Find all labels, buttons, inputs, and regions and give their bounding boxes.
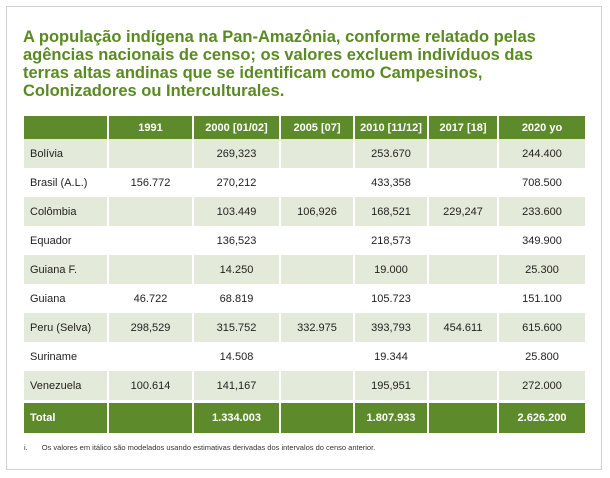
- value-cell: [107, 139, 193, 168]
- value-cell: 14.250: [192, 255, 280, 284]
- value-cell: 151.100: [497, 284, 585, 313]
- value-cell: 433,358: [353, 168, 428, 197]
- header-cell: 2017 [18]: [427, 116, 498, 139]
- table-row: Peru (Selva) 298,529 315.752 332.975 393,793…: [24, 313, 585, 342]
- table-row: Guiana 46.722 68.819 105.723 151.100: [24, 284, 585, 313]
- header-cell: 2005 [07]: [279, 116, 354, 139]
- value-cell: 244.400: [497, 139, 585, 168]
- value-cell: 46.722: [107, 284, 193, 313]
- value-cell: 25.800: [497, 342, 585, 371]
- footnote-marker: i.: [24, 443, 28, 452]
- table-row: Brasil (A.L.) 156.772 270,212 433,358 708.50…: [24, 168, 585, 197]
- value-cell: [279, 139, 354, 168]
- value-cell: 168,521: [353, 197, 428, 226]
- frame: [6, 6, 602, 470]
- total-cell: [279, 400, 354, 433]
- header-cell: 1991: [107, 116, 193, 139]
- row-label: Venezuela: [24, 371, 108, 402]
- value-cell: 229,247: [427, 197, 498, 226]
- row-label: Suriname: [30, 350, 78, 363]
- value-cell: 25.300: [497, 255, 585, 284]
- value-cell: 272.000: [497, 371, 585, 402]
- value-cell: 136,523: [192, 226, 280, 255]
- value-cell: [107, 226, 193, 255]
- row-label: Peru (Selva): [24, 313, 108, 342]
- row-label: Equador: [30, 234, 72, 247]
- value-cell: 100.614: [107, 371, 193, 402]
- value-cell: [427, 371, 498, 402]
- row-label: Brasil (A.L.): [30, 176, 88, 189]
- row-label: Bolívia: [24, 139, 108, 168]
- value-cell: 19.344: [353, 342, 428, 371]
- value-cell: [107, 342, 193, 371]
- value-cell: 141,167: [192, 371, 280, 402]
- value-cell: [427, 255, 498, 284]
- value-cell: 349.900: [497, 226, 585, 255]
- value-cell: [279, 168, 354, 197]
- value-cell: 233.600: [497, 197, 585, 226]
- value-cell: [427, 168, 498, 197]
- value-cell: 105.723: [353, 284, 428, 313]
- value-cell: 298,529: [107, 313, 193, 342]
- row-label: Guiana: [30, 292, 66, 305]
- value-cell: 315.752: [192, 313, 280, 342]
- value-cell: [427, 342, 498, 371]
- total-cell: 1.807.933: [353, 400, 428, 433]
- value-cell: 454.611: [427, 313, 498, 342]
- value-cell: [279, 255, 354, 284]
- value-cell: 19.000: [353, 255, 428, 284]
- value-cell: 195,951: [353, 371, 428, 402]
- table-row: Guiana F. 14.250 19.000 25.300: [24, 255, 585, 284]
- header-cell: [24, 116, 108, 139]
- row-label: Guiana F.: [24, 255, 108, 284]
- value-cell: 156.772: [107, 168, 193, 197]
- value-cell: 218,573: [353, 226, 428, 255]
- value-cell: [107, 255, 193, 284]
- total-label: Total: [24, 400, 108, 433]
- table-row: Suriname 14.508 19.344 25.800: [24, 342, 585, 371]
- total-cell: 2.626.200: [497, 400, 585, 433]
- header-cell: 2000 [01/02]: [192, 116, 280, 139]
- table-row: Equador 136,523 218,573 349.900: [24, 226, 585, 255]
- value-cell: [279, 284, 354, 313]
- value-cell: [279, 371, 354, 402]
- title: A população indígena na Pan-Amazônia, co…: [23, 28, 536, 100]
- total-cell: [427, 400, 498, 433]
- value-cell: 708.500: [497, 168, 585, 197]
- value-cell: [427, 226, 498, 255]
- total-row: Total 1.334.003 1.807.933 2.626.200: [24, 400, 585, 433]
- total-cell: 1.334.003: [192, 400, 280, 433]
- value-cell: 270,212: [192, 168, 280, 197]
- value-cell: 393,793: [353, 313, 428, 342]
- value-cell: 68.819: [192, 284, 280, 313]
- data-table: 1991 2000 [01/02] 2005 [07] 2010 [11/12] 201…: [24, 116, 585, 433]
- value-cell: [279, 342, 354, 371]
- total-cell: [107, 400, 193, 433]
- table-row: Bolívia 269,323 253.670 244.400: [24, 139, 585, 168]
- table-row: Colômbia 103.449 106,926 168,521 229,247 233.…: [24, 197, 585, 226]
- value-cell: 14.508: [192, 342, 280, 371]
- value-cell: 106,926: [279, 197, 354, 226]
- value-cell: 103.449: [192, 197, 280, 226]
- table-row: Venezuela 100.614 141,167 195,951 272.000: [24, 371, 585, 402]
- value-cell: [427, 139, 498, 168]
- value-cell: [107, 197, 193, 226]
- header-row: 1991 2000 [01/02] 2005 [07] 2010 [11/12] 201…: [24, 116, 585, 139]
- row-label: Colômbia: [24, 197, 108, 226]
- footnote-text: Os valores em itálico são modelados usan…: [41, 443, 376, 452]
- value-cell: 269,323: [192, 139, 280, 168]
- header-cell: 2020 yo: [497, 116, 585, 139]
- value-cell: [279, 226, 354, 255]
- header-cell: 2010 [11/12]: [353, 116, 428, 139]
- footnote: i. Os valores em itálico são modelados us…: [24, 443, 375, 452]
- value-cell: 253.670: [353, 139, 428, 168]
- value-cell: 615.600: [497, 313, 585, 342]
- value-cell: [427, 284, 498, 313]
- value-cell: 332.975: [279, 313, 354, 342]
